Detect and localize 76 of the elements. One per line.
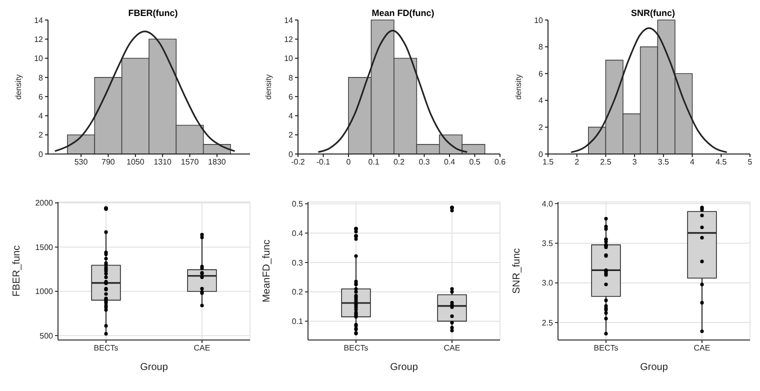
x-tick-label: 1310 [154,158,172,167]
y-tick-label: 10 [534,16,544,25]
y-axis-title: density [514,74,523,100]
y-tick-label: 8 [288,73,294,82]
y-tick-label: 0 [538,150,544,159]
x-tick-label: 5 [748,158,753,167]
x-tick-label: 4.5 [716,158,728,167]
y-tick-label: 0 [38,150,44,159]
x-tick-label: CAE [694,344,710,353]
x-axis-title: Group [390,362,418,373]
y-tick-label: 2 [538,123,544,132]
x-tick-label: 1050 [126,158,145,167]
x-tick-label: 0.4 [444,158,456,167]
chart-title: Mean FD(func) [372,8,434,18]
x-tick-label: BECTs [344,344,368,353]
y-tick-label: 6 [538,69,544,78]
x-tick-label: BECTs [94,344,118,353]
y-tick-label: 0.3 [292,258,304,268]
x-tick-label: 2 [574,158,580,167]
y-tick-label: 4 [288,112,294,121]
y-axis-title: FBER_func [12,245,23,297]
y-tick-label: 10 [284,54,294,64]
x-axis-title: Group [140,362,168,373]
y-tick-label: 14 [34,16,44,25]
x-tick-label: BECTs [594,344,618,353]
y-tick-label: 2.5 [542,318,554,328]
x-tick-label: 0.2 [393,158,406,167]
x-tick-label: 1830 [208,158,226,167]
y-tick-label: 2000 [35,198,54,208]
y-tick-label: 12 [284,34,294,44]
x-tick-label: 790 [102,158,116,167]
x-axis-title: Group [640,362,668,373]
y-tick-label: 8 [538,42,544,52]
x-tick-label: 3 [632,158,638,167]
y-axis-title: MeanFD_func [262,240,273,302]
x-tick-label: -0.1 [316,158,331,167]
x-tick-label: 4 [690,158,696,167]
y-tick-label: 14 [284,16,294,25]
y-tick-label: 1000 [35,287,54,296]
y-tick-label: 4 [538,96,544,106]
y-tick-label: 0.5 [292,200,304,209]
y-tick-label: 8 [38,73,44,82]
chart-title: FBER(func) [128,8,178,18]
y-tick-label: 0 [288,150,294,159]
y-tick-label: 3.5 [542,239,554,248]
x-tick-label: 0.1 [368,158,380,167]
y-tick-label: 2 [288,130,294,140]
x-tick-label: 1570 [180,158,200,167]
x-tick-label: -0.2 [291,158,306,167]
y-tick-label: 10 [34,54,44,64]
x-tick-label: 0.5 [469,158,481,167]
y-tick-label: 2 [38,130,44,140]
y-tick-label: 500 [40,331,54,340]
y-tick-label: 3.0 [542,278,554,288]
x-tick-label: 1.5 [542,158,554,167]
chart-title: SNR(func) [631,8,675,18]
x-tick-label: CAE [194,344,210,353]
y-axis-title: SNR_func [512,248,523,294]
y-tick-label: 0.2 [292,288,304,297]
x-tick-label: 530 [74,158,88,167]
x-tick-label: 0.3 [418,158,430,167]
y-tick-label: 0.4 [292,228,304,238]
y-tick-label: 6 [288,92,294,102]
y-tick-label: 4.0 [542,199,554,208]
x-tick-label: 3.5 [658,158,670,167]
y-axis-title: density [14,74,23,100]
y-tick-label: 12 [34,34,44,44]
y-tick-label: 4 [38,112,44,121]
x-tick-label: 0 [346,158,352,167]
y-tick-label: 6 [38,92,44,102]
y-tick-label: 0.1 [292,317,304,326]
x-tick-label: 0.6 [494,158,506,167]
y-axis-title: density [264,74,273,100]
y-tick-label: 1500 [35,242,54,252]
x-tick-label: CAE [444,344,460,353]
x-tick-label: 2.5 [600,158,612,167]
